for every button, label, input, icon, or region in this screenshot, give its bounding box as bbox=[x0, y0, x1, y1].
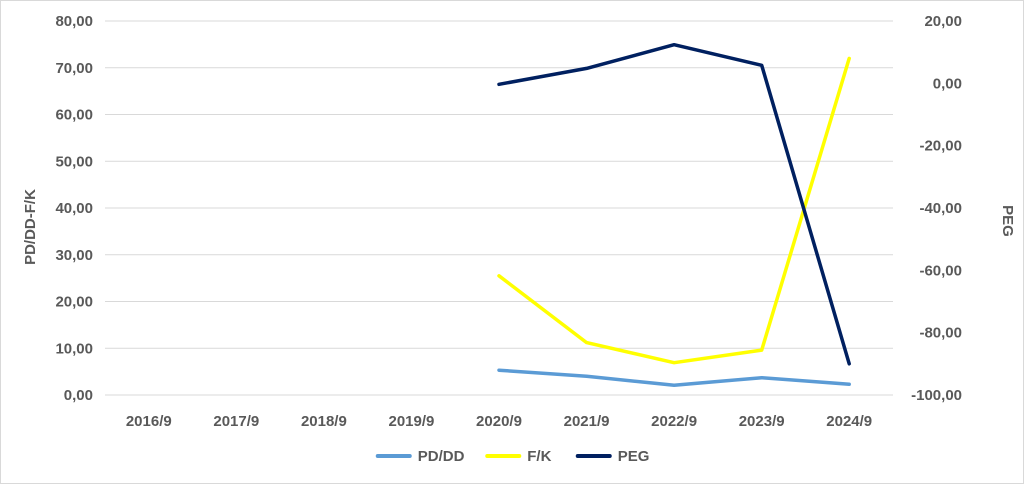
left-tick-label: 60,00 bbox=[55, 107, 93, 124]
right-tick-label: 20,00 bbox=[924, 13, 962, 30]
x-tick-label: 2017/9 bbox=[213, 413, 259, 430]
legend: PD/DD F/K PEG bbox=[375, 448, 650, 465]
x-tick-label: 2021/9 bbox=[564, 413, 610, 430]
left-tick-label: 70,00 bbox=[55, 60, 93, 77]
left-axis-title: PD/DD-F/K bbox=[22, 189, 39, 265]
gridlines bbox=[105, 20, 893, 396]
series-line-f-k bbox=[497, 56, 851, 365]
x-tick-label: 2018/9 bbox=[301, 413, 347, 430]
left-tick-label: 80,00 bbox=[55, 13, 93, 30]
series-lines bbox=[497, 42, 851, 387]
left-tick-label: 40,00 bbox=[55, 200, 93, 217]
right-tick-label: 0,00 bbox=[933, 75, 962, 92]
legend-item: F/K bbox=[485, 448, 552, 465]
right-axis-title: PEG bbox=[999, 205, 1016, 237]
x-tick-label: 2022/9 bbox=[651, 413, 697, 430]
legend-item: PD/DD bbox=[375, 448, 465, 465]
left-tick-label: 0,00 bbox=[64, 387, 93, 404]
right-tick-label: -60,00 bbox=[919, 262, 962, 279]
x-axis-ticks: 2016/9 2017/9 2018/9 2019/9 2020/9 2021/9 2022… bbox=[126, 413, 872, 430]
left-tick-label: 10,00 bbox=[55, 340, 93, 357]
right-tick-label: -80,00 bbox=[919, 325, 962, 342]
legend-label: PEG bbox=[618, 448, 650, 465]
right-axis-ticks: -100,00 -80,00 -60,00 -40,00 -20,00 0,00 20,00 bbox=[911, 13, 962, 404]
x-tick-label: 2016/9 bbox=[126, 413, 172, 430]
series-line-peg bbox=[497, 42, 851, 366]
legend-label: PD/DD bbox=[418, 448, 465, 465]
left-tick-label: 50,00 bbox=[55, 153, 93, 170]
left-tick-label: 20,00 bbox=[55, 294, 93, 311]
left-tick-label: 30,00 bbox=[55, 247, 93, 264]
x-tick-label: 2020/9 bbox=[476, 413, 522, 430]
legend-label: F/K bbox=[527, 448, 551, 465]
x-tick-label: 2019/9 bbox=[388, 413, 434, 430]
x-tick-label: 2023/9 bbox=[739, 413, 785, 430]
right-tick-label: -40,00 bbox=[919, 200, 962, 217]
left-axis-ticks: 0,00 10,00 20,00 30,00 40,00 50,00 60,00 70,00 8… bbox=[55, 13, 93, 404]
right-tick-label: -20,00 bbox=[919, 138, 962, 155]
x-tick-label: 2024/9 bbox=[826, 413, 872, 430]
legend-item: PEG bbox=[575, 448, 650, 465]
series-line-pd-dd bbox=[497, 368, 851, 387]
right-tick-label: -100,00 bbox=[911, 387, 962, 404]
